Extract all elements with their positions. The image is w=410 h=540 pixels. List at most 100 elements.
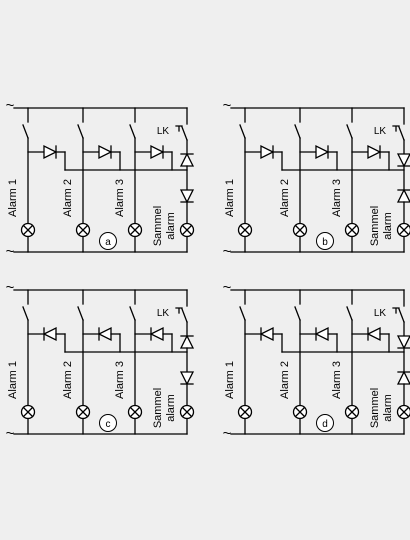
lamp-icon <box>20 404 36 420</box>
panel-id-label: b <box>322 237 328 248</box>
branch-diode-2 <box>82 326 121 353</box>
ac-symbol-top: ~ <box>223 279 232 296</box>
lamp-cross <box>181 406 193 418</box>
diode-triangle <box>150 144 165 160</box>
panel-id-badge: a <box>99 232 117 250</box>
alarm-branch-2: Alarm 2 <box>62 107 91 253</box>
lamp-icon <box>344 222 360 238</box>
panel-id-label: d <box>322 419 328 430</box>
alarm-label: Alarm 1 <box>7 361 19 399</box>
alarm-label: Alarm 2 <box>279 179 291 217</box>
sammel-branch: LK Sammel alarm <box>152 107 195 253</box>
sammel-branch: LK Sammel alarm <box>369 289 410 435</box>
branch-diode-2 <box>82 144 121 171</box>
sammel-label-line2: alarm <box>165 394 177 422</box>
lk-switch-contact <box>181 308 188 323</box>
lamp-icon <box>20 222 36 238</box>
circuit-b: ~ ~ Alarm 1 Alarm 2 Alarm 3 LK Sammel alarm b <box>223 97 410 260</box>
switch-contact <box>129 306 136 321</box>
switch-contact <box>346 124 353 139</box>
alarm-branch-1: Alarm 1 <box>7 107 36 253</box>
ac-symbol-top: ~ <box>223 97 232 114</box>
lk-label: LK <box>157 126 170 137</box>
branch-diode-3 <box>351 144 390 171</box>
panel-id-circle <box>99 414 117 432</box>
branch-diode-3 <box>134 144 173 171</box>
sammel-label-line2: alarm <box>382 212 394 240</box>
diode-triangle <box>315 144 330 160</box>
alarm-branch-2: Alarm 2 <box>62 289 91 435</box>
lk-button-mark <box>175 307 183 314</box>
lamp-cross <box>129 224 141 236</box>
lamp-cross <box>346 224 358 236</box>
alarm-branch-3: Alarm 3 <box>114 289 143 435</box>
alarm-branch-1: Alarm 1 <box>224 107 253 253</box>
circuit-d: ~ ~ Alarm 1 Alarm 2 Alarm 3 LK Sammel alarm d <box>223 279 410 442</box>
lamp-icon <box>127 222 143 238</box>
branch-diode-3 <box>134 326 173 353</box>
branch-diode-2 <box>299 326 338 353</box>
alarm-label: Alarm 2 <box>62 179 74 217</box>
branch-diode-1 <box>27 326 66 353</box>
lamp-cross <box>22 406 34 418</box>
alarm-branch-3: Alarm 3 <box>331 289 360 435</box>
circuit-c: ~ ~ Alarm 1 Alarm 2 Alarm 3 LK Sammel alarm c <box>6 279 195 442</box>
lk-button-mark <box>392 307 400 314</box>
switch-contact <box>294 124 301 139</box>
lamp-cross <box>346 406 358 418</box>
switch-contact <box>239 306 246 321</box>
switch-contact <box>22 306 29 321</box>
lamp-icon <box>344 404 360 420</box>
ac-symbol-bottom: ~ <box>6 425 15 442</box>
sammel-branch: LK Sammel alarm <box>152 289 195 435</box>
lk-switch-contact <box>181 126 188 141</box>
diode-triangle <box>367 144 382 160</box>
ac-symbol-bottom: ~ <box>6 243 15 260</box>
sammel-label-line1: Sammel <box>152 206 164 246</box>
ac-symbol-top: ~ <box>6 279 15 296</box>
panel-id-circle <box>99 232 117 250</box>
panel-id-badge: b <box>316 232 334 250</box>
panel-id-label: c <box>106 419 111 430</box>
lamp-cross <box>129 406 141 418</box>
diode-triangle <box>43 144 58 160</box>
lamp-icon <box>75 404 91 420</box>
lamp-icon <box>237 404 253 420</box>
lamp-cross <box>77 406 89 418</box>
lamp-cross <box>22 224 34 236</box>
switch-contact <box>239 124 246 139</box>
ac-symbol-top: ~ <box>6 97 15 114</box>
alarm-label: Alarm 1 <box>224 361 236 399</box>
lamp-cross <box>294 406 306 418</box>
sammel-branch: LK Sammel alarm <box>369 107 410 253</box>
alarm-label: Alarm 3 <box>331 179 343 217</box>
diode-triangle <box>396 335 410 350</box>
alarm-label: Alarm 1 <box>7 179 19 217</box>
diode-triangle <box>179 189 195 204</box>
alarm-label: Alarm 1 <box>224 179 236 217</box>
branch-diode-1 <box>244 144 283 171</box>
lamp-cross <box>77 224 89 236</box>
panel-id-circle <box>316 414 334 432</box>
switch-contact <box>22 124 29 139</box>
switch-contact <box>129 124 136 139</box>
lk-switch-contact <box>398 126 405 141</box>
switch-contact <box>346 306 353 321</box>
alarm-label: Alarm 2 <box>279 361 291 399</box>
ac-symbol-bottom: ~ <box>223 425 232 442</box>
ac-symbol-bottom: ~ <box>223 243 232 260</box>
lk-label: LK <box>374 126 387 137</box>
lamp-icon <box>179 404 195 420</box>
panel-id-badge: d <box>316 414 334 432</box>
panel-id-label: a <box>105 237 111 248</box>
diode-triangle <box>98 144 113 160</box>
lk-button-mark <box>175 125 183 132</box>
sammel-label-line1: Sammel <box>152 388 164 428</box>
sammel-label-line2: alarm <box>165 212 177 240</box>
switch-contact <box>77 306 84 321</box>
switch-contact <box>77 124 84 139</box>
lamp-cross <box>181 224 193 236</box>
sammel-label-line1: Sammel <box>369 388 381 428</box>
